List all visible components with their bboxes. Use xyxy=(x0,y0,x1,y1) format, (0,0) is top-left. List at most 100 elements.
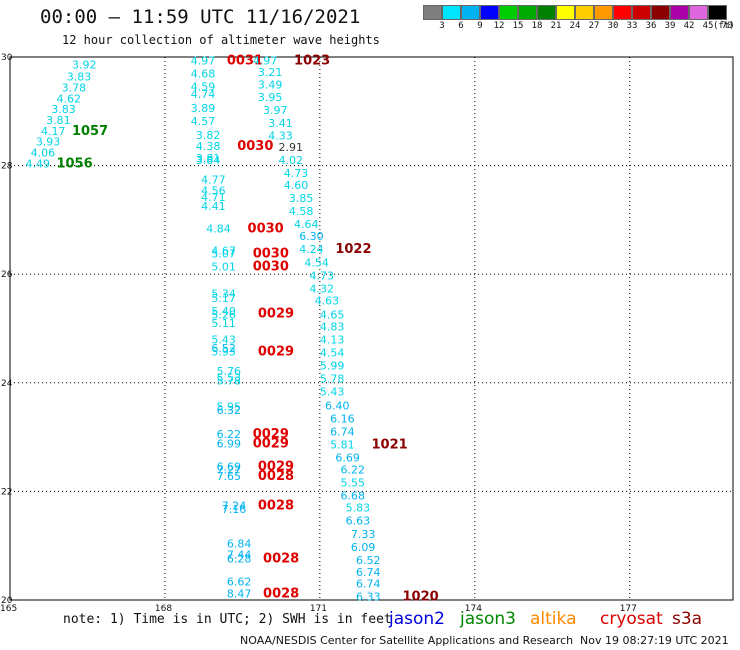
chart-subtitle: 12 hour collection of altimeter wave hei… xyxy=(62,33,380,47)
legend-jason2: jason2 xyxy=(389,609,445,629)
chart-title: 00:00 – 11:59 UTC 11/16/2021 xyxy=(40,6,361,28)
wave-height-value: 3.81 xyxy=(196,152,221,165)
x-tick-label: 171 xyxy=(310,604,327,614)
wave-height-value: 5.55 xyxy=(341,477,366,490)
track-label: 0029 xyxy=(258,306,294,321)
wave-height-value: 6.32 xyxy=(217,404,242,417)
track-label: 0030 xyxy=(248,222,284,237)
wave-height-value: 4.54 xyxy=(304,256,329,269)
scale-label: 27 xyxy=(588,21,600,31)
wave-height-value: 7.24 xyxy=(222,500,247,513)
wave-height-value: 4.63 xyxy=(315,294,340,307)
scale-swatch xyxy=(651,5,670,20)
track-label: 0029 xyxy=(258,459,294,474)
wave-height-value: 4.49 xyxy=(25,157,50,170)
wave-height-value: 6.28 xyxy=(227,553,252,566)
wave-height-value: 5.17 xyxy=(211,292,236,305)
wave-height-value: 6.74 xyxy=(330,426,355,439)
wave-height-value: 4.59 xyxy=(191,80,216,93)
wave-height-value: 4.58 xyxy=(289,205,314,218)
wave-height-value: 6.69 xyxy=(217,460,242,473)
scale-label: 12 xyxy=(493,21,505,31)
wave-height-value: 6.74 xyxy=(356,566,381,579)
wave-height-value: 4.84 xyxy=(206,223,231,236)
wave-height-value: 6.62 xyxy=(227,576,252,589)
track-label: 0028 xyxy=(263,586,299,601)
wave-height-value: 3.85 xyxy=(289,192,314,205)
wave-height-value: 6.16 xyxy=(330,413,355,426)
track-label: 1021 xyxy=(372,438,408,453)
wave-height-value: 6.09 xyxy=(351,541,376,554)
wave-height-value: 6.22 xyxy=(217,428,242,441)
scale-swatch xyxy=(461,5,480,20)
track-label: 1023 xyxy=(294,53,330,68)
scale-swatch xyxy=(708,5,727,20)
y-tick-label: 26 xyxy=(1,270,13,280)
scale-label: 39 xyxy=(664,21,676,31)
wave-height-value: 4.60 xyxy=(284,179,309,192)
scale-swatch xyxy=(613,5,632,20)
wave-height-value: 3.81 xyxy=(46,114,71,127)
x-tick-label: 165 xyxy=(0,604,17,614)
track-label: 0030 xyxy=(253,260,289,275)
wave-height-value: 6.84 xyxy=(227,538,252,551)
wave-height-value: 5.83 xyxy=(346,502,371,515)
wave-height-value: 4.73 xyxy=(284,167,309,180)
wave-height-value: 3.41 xyxy=(268,117,293,130)
track-label: 0028 xyxy=(258,469,294,484)
track-label: 0031 xyxy=(227,53,263,68)
plot-frame xyxy=(9,56,734,601)
wave-height-value: 4.02 xyxy=(279,154,304,167)
wave-height-value: 3.83 xyxy=(51,103,76,116)
wave-height-value: 6.68 xyxy=(341,490,366,503)
scale-label: 18 xyxy=(531,21,543,31)
wave-height-value: 6.74 xyxy=(356,578,381,591)
legend-cryosat: cryosat xyxy=(600,609,663,629)
wave-height-value: 5.78 xyxy=(217,375,242,388)
wave-height-value: 5.01 xyxy=(211,261,236,274)
wave-height-value: 7.44 xyxy=(227,548,252,561)
wave-height-value: 6.52 xyxy=(211,342,236,355)
wave-height-value: 3.49 xyxy=(258,79,283,92)
x-tick-label: 168 xyxy=(155,604,172,614)
track-label: 0029 xyxy=(258,344,294,359)
wave-height-value: 6.52 xyxy=(356,554,381,567)
wave-height-value: 3.82 xyxy=(196,129,221,142)
wave-height-value: 6.63 xyxy=(346,515,371,528)
wave-height-value: 5.40 xyxy=(211,305,236,318)
wave-height-value: 5.78 xyxy=(320,372,345,385)
track-label: 0030 xyxy=(237,139,273,154)
wave-height-value: 3.83 xyxy=(67,71,92,84)
y-tick-label: 22 xyxy=(1,487,12,497)
wave-height-value: 4.68 xyxy=(191,67,216,80)
wave-height-value: 5.07 xyxy=(211,248,236,261)
scale-swatch xyxy=(442,5,461,20)
wave-height-value: 4.56 xyxy=(201,185,226,198)
scale-swatch xyxy=(537,5,556,20)
wave-height-value: 4.41 xyxy=(201,200,226,213)
wave-height-value: 4.62 xyxy=(56,92,81,105)
wave-height-value: 3.89 xyxy=(191,102,216,115)
scale-swatch xyxy=(423,5,442,20)
y-tick-label: 30 xyxy=(1,53,13,63)
legend-altika: altika xyxy=(530,609,577,629)
scale-swatch xyxy=(575,5,594,20)
wave-height-value: 4.97 xyxy=(191,54,216,67)
scale-swatch xyxy=(499,5,518,20)
wave-height-value: 4.73 xyxy=(310,269,335,282)
wave-height-value: 7.33 xyxy=(351,528,376,541)
track-label: 1056 xyxy=(56,156,92,171)
wave-height-value: 4.54 xyxy=(320,346,345,359)
wave-height-value: 3.78 xyxy=(62,81,86,94)
wave-height-value: 3.84 xyxy=(196,154,221,167)
legend-jason3: jason3 xyxy=(460,609,516,629)
wave-height-value: 4.74 xyxy=(191,88,216,101)
wave-height-value: 5.76 xyxy=(217,365,242,378)
scale-label: 21 xyxy=(550,21,562,31)
scale-swatch xyxy=(632,5,651,20)
scale-label: 15 xyxy=(512,21,524,31)
scale-swatch xyxy=(480,5,499,20)
wave-height-value: 4.17 xyxy=(41,125,66,138)
wave-height-value: 2.91 xyxy=(279,141,304,154)
